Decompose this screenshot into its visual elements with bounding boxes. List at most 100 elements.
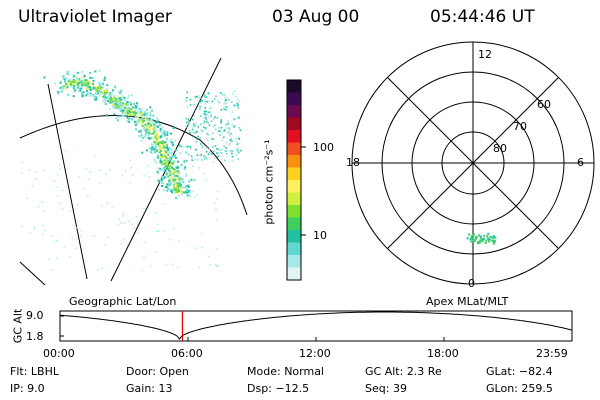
aurora-pixel — [155, 230, 158, 232]
aurora-pixel — [112, 97, 115, 100]
aurora-pixel — [153, 123, 156, 126]
aurora-pixel — [144, 123, 147, 126]
aurora-pixel — [108, 107, 111, 110]
info-mode-label: Mode: — [247, 365, 281, 378]
aurora-pixel — [215, 95, 217, 97]
aurora-pixel — [178, 194, 181, 197]
aurora-pixel — [232, 93, 234, 95]
aurora-pixel — [65, 77, 68, 80]
aurora-pixel — [144, 132, 147, 135]
aurora-pixel — [131, 112, 134, 115]
aurora-pixel — [126, 112, 129, 115]
aurora-pixel — [79, 81, 82, 84]
aurora-pixel — [94, 154, 96, 157]
aurora-pixel — [213, 202, 216, 204]
aurora-pixel — [171, 162, 173, 165]
aurora-pixel — [216, 265, 218, 267]
aurora-pixel — [150, 132, 153, 135]
aurora-pixel — [214, 124, 216, 127]
aurora-pixel — [174, 153, 177, 156]
aurora-pixel — [487, 232, 490, 235]
aurora-pixel — [220, 152, 223, 154]
aurora-pixel — [225, 141, 228, 144]
aurora-pixel — [128, 110, 131, 113]
aurora-pixel — [237, 104, 239, 106]
aurora-pixel — [140, 110, 142, 113]
aurora-pixel — [133, 119, 136, 122]
aurora-pixel — [84, 79, 87, 82]
aurora-pixel — [113, 113, 116, 116]
aurora-pixel — [76, 83, 79, 86]
aurora-pixel — [165, 159, 168, 161]
aurora-pixel — [113, 101, 116, 104]
aurora-pixel — [103, 100, 106, 103]
aurora-pixel — [127, 220, 130, 223]
aurora-pixel — [67, 93, 70, 96]
colorbar-segment — [287, 267, 301, 281]
aurora-pixel — [210, 114, 212, 116]
aurora-pixel — [75, 79, 78, 82]
aurora-pixel — [163, 176, 166, 179]
aurora-pixel — [129, 160, 131, 162]
aurora-pixel — [236, 99, 239, 101]
aurora-pixel — [193, 124, 196, 126]
aurora-pixel — [207, 122, 209, 124]
aurora-pixel — [486, 235, 489, 237]
aurora-pixel — [81, 84, 83, 87]
aurora-pixel — [207, 256, 210, 258]
aurora-pixel — [166, 183, 169, 186]
aurora-pixel — [72, 82, 75, 85]
aurora-pixel — [187, 184, 190, 187]
aurora-pixel — [223, 159, 226, 162]
aurora-pixel — [178, 240, 180, 242]
aurora-pixel — [163, 189, 165, 191]
aurora-pixel — [216, 152, 218, 154]
aurora-pixel — [108, 93, 111, 96]
aurora-pixel — [207, 91, 209, 94]
aurora-pixel — [173, 188, 176, 191]
aurora-pixel — [113, 85, 116, 88]
aurora-pixel — [58, 90, 61, 93]
aurora-pixel — [228, 128, 231, 131]
aurora-pixel — [120, 114, 123, 117]
aurora-pixel — [91, 83, 94, 85]
aurora-pixel — [159, 178, 161, 181]
aurora-pixel — [114, 86, 117, 89]
aurora-pixel — [198, 167, 200, 169]
aurora-pixel — [123, 222, 125, 225]
aurora-pixel — [170, 182, 173, 185]
aurora-pixel — [206, 146, 208, 149]
aurora-pixel — [81, 80, 83, 83]
aurora-pixel — [159, 149, 162, 152]
aurora-pixel — [99, 87, 102, 90]
aurora-pixel — [223, 136, 225, 139]
aurora-pixel — [165, 176, 167, 179]
aurora-pixel — [236, 148, 238, 151]
aurora-pixel — [93, 235, 96, 237]
aurora-pixel — [72, 95, 75, 98]
aurora-pixel — [112, 103, 114, 106]
aurora-pixel — [157, 230, 160, 233]
aurora-pixel — [122, 104, 124, 107]
geo-aurora — [20, 69, 242, 272]
aurora-pixel — [54, 180, 56, 182]
aurora-pixel — [41, 201, 43, 203]
aurora-pixel — [160, 147, 163, 150]
aurora-pixel — [175, 166, 178, 169]
aurora-pixel — [131, 223, 133, 225]
aurora-pixel — [89, 171, 91, 173]
aurora-pixel — [118, 98, 121, 101]
aurora-pixel — [83, 83, 86, 86]
aurora-pixel — [221, 148, 223, 150]
aurora-pixel — [162, 203, 164, 205]
aurora-pixel — [185, 99, 188, 102]
aurora-pixel — [57, 195, 59, 197]
aurora-pixel — [115, 117, 118, 120]
aurora-pixel — [205, 179, 207, 181]
aurora-pixel — [114, 106, 117, 109]
info-door: Door: Open — [126, 366, 189, 377]
aurora-pixel — [165, 156, 168, 159]
aurora-pixel — [159, 128, 162, 131]
aurora-pixel — [175, 187, 178, 190]
